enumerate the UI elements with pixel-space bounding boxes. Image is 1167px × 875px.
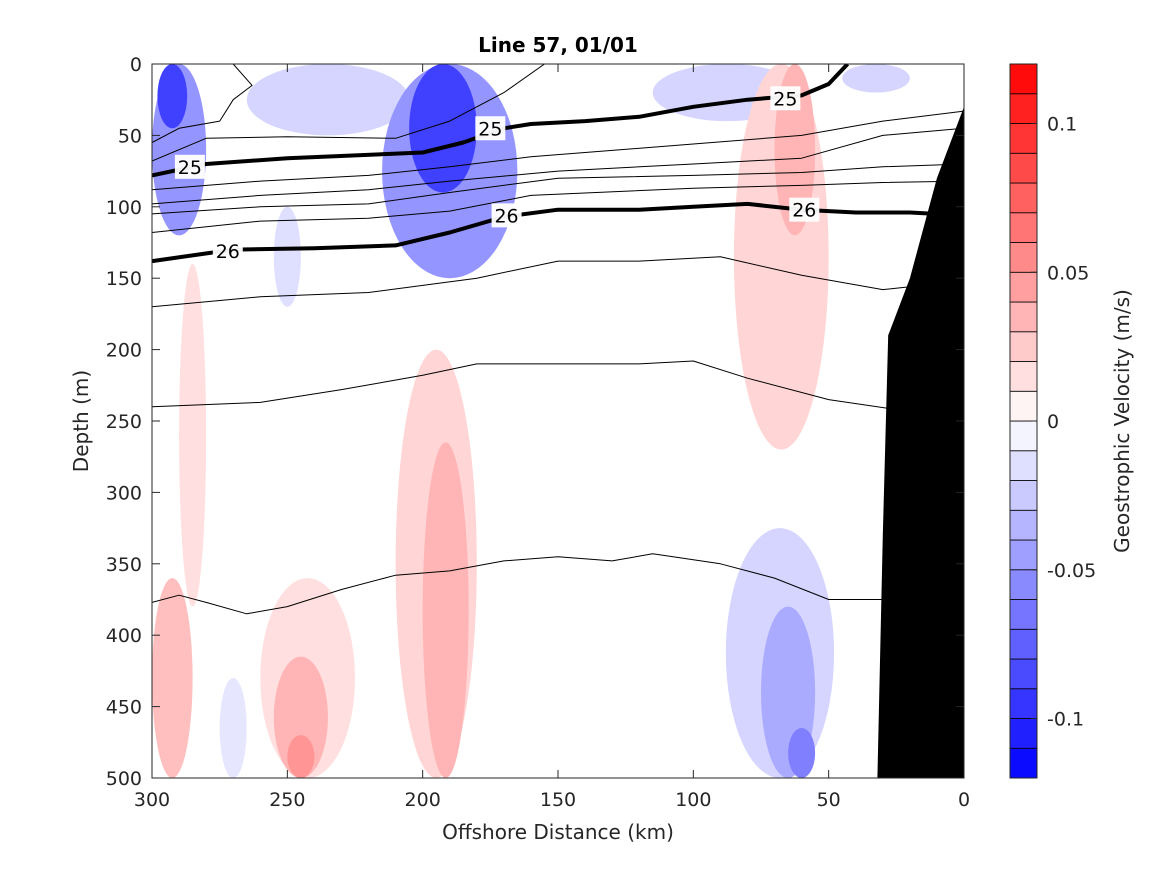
contour-label-0: 25 [178,157,202,179]
velocity-region-2 [246,64,410,136]
x-tick-label-100: 100 [675,789,711,811]
contour-label-bg-2 [475,116,506,141]
contour-label-bg-5 [789,197,820,222]
colorbar-segment-9 [1009,480,1038,511]
velocity-region-7 [842,64,910,93]
colorbar-segment-8 [1009,509,1038,541]
colorbar-segment-2 [1009,688,1038,719]
isopycnal-7 [152,180,964,233]
isopycnal-5 [152,127,964,205]
velocity-region-17 [219,678,247,778]
colorbar-segment-10 [1009,450,1038,481]
plot-area: 25 25 25 26 26 26 [152,64,964,778]
colorbar-segment-3 [1009,658,1038,690]
contour-label-2: 25 [478,118,502,140]
y-tick-label-50: 50 [118,125,142,147]
contour-label-4: 26 [494,205,518,227]
y-tick-label-500: 500 [106,768,142,790]
colorbar-tick-label-4: -0.1 [1047,709,1084,731]
colorbar-segment-22 [1009,93,1038,124]
x-tick-label-250: 250 [269,789,305,811]
isopycnal-6 [152,163,964,215]
colorbar-segment-17 [1009,242,1038,273]
velocity-region-13 [422,442,469,778]
contour-label-1: 25 [773,88,797,110]
density-contours [152,64,964,615]
y-tick-label-300: 300 [106,482,142,504]
isopycnal-3 [152,64,545,162]
colorbar-segment-5 [1009,599,1038,630]
velocity-region-15 [273,656,328,778]
chart-title: Line 57, 01/01 [478,33,638,57]
x-tick-label-200: 200 [405,789,441,811]
velocity-region-20 [788,728,816,778]
colorbar-tick-label-1: 0.05 [1047,262,1089,284]
velocity-region-16 [287,735,315,778]
contour-label-bg-1 [770,86,801,111]
y-axis-label: Depth (m) [69,370,93,472]
colorbar-segment-20 [1009,152,1038,184]
isopycnal-bold-1 [152,201,964,264]
isopycnal-10 [152,553,883,615]
x-tick-label-0: 0 [958,789,970,811]
velocity-region-1 [157,64,188,129]
isopycnal-4 [152,110,964,191]
colorbar-segment-12 [1009,390,1038,422]
contour-label-bg-3 [212,239,243,264]
velocity-region-10 [179,263,207,607]
contour-label-5: 26 [792,200,816,222]
colorbar-tick-label-2: 0 [1047,411,1059,433]
x-axis-label: Offshore Distance (km) [442,820,674,844]
contour-labels: 25 25 25 26 26 26 [174,86,820,264]
y-axis: 0 50 100 150 200 250 300 350 400 450 500 [106,54,964,790]
x-tick-label-300: 300 [134,789,170,811]
colorbar-segment-7 [1009,539,1038,571]
y-tick-label-450: 450 [106,697,142,719]
colorbar-tick-label-0: 0.1 [1047,114,1077,136]
x-tick-label-50: 50 [817,789,841,811]
colorbar-segment-21 [1009,123,1038,154]
colorbar-segment-1 [1009,718,1038,749]
seafloor-shape [877,106,964,778]
contour-label-bg-0 [174,154,205,179]
x-tick-label-150: 150 [540,789,576,811]
colorbar-segment-13 [1009,361,1038,392]
colorbar-segment-23 [1009,63,1038,95]
y-tick-label-250: 250 [106,411,142,433]
colorbar-segment-6 [1009,569,1038,600]
x-axis: 300 250 200 150 100 50 0 [134,64,970,811]
velocity-region-5 [409,64,477,193]
colorbar-segment-0 [1009,747,1038,779]
colorbar-label: Geostrophic Velocity (m/s) [1110,289,1134,553]
y-tick-label-350: 350 [106,554,142,576]
y-tick-label-200: 200 [106,340,142,362]
y-tick-label-150: 150 [106,268,142,290]
colorbar-tick-label-3: -0.05 [1047,560,1096,582]
isopycnal-9 [152,360,897,411]
velocity-region-11 [152,578,193,778]
contour-label-bg-4 [491,203,522,228]
colorbar-segment-16 [1009,271,1038,303]
contour-label-3: 26 [216,241,240,263]
colorbar: 0.1 0.05 0 -0.05 -0.1 [1009,63,1096,779]
colorbar-segment-19 [1009,182,1038,214]
colorbar-segment-14 [1009,331,1038,362]
colorbar-segment-11 [1009,420,1038,452]
y-tick-label-100: 100 [106,197,142,219]
y-tick-label-0: 0 [130,54,142,76]
colorbar-segment-15 [1009,301,1038,333]
isopycnal-2 [152,64,253,143]
colorbar-segment-18 [1009,212,1038,243]
y-tick-label-400: 400 [106,625,142,647]
bathymetry [877,106,964,778]
colorbar-segment-4 [1009,628,1038,660]
isopycnal-8 [152,256,910,308]
velocity-region-3 [273,206,301,307]
